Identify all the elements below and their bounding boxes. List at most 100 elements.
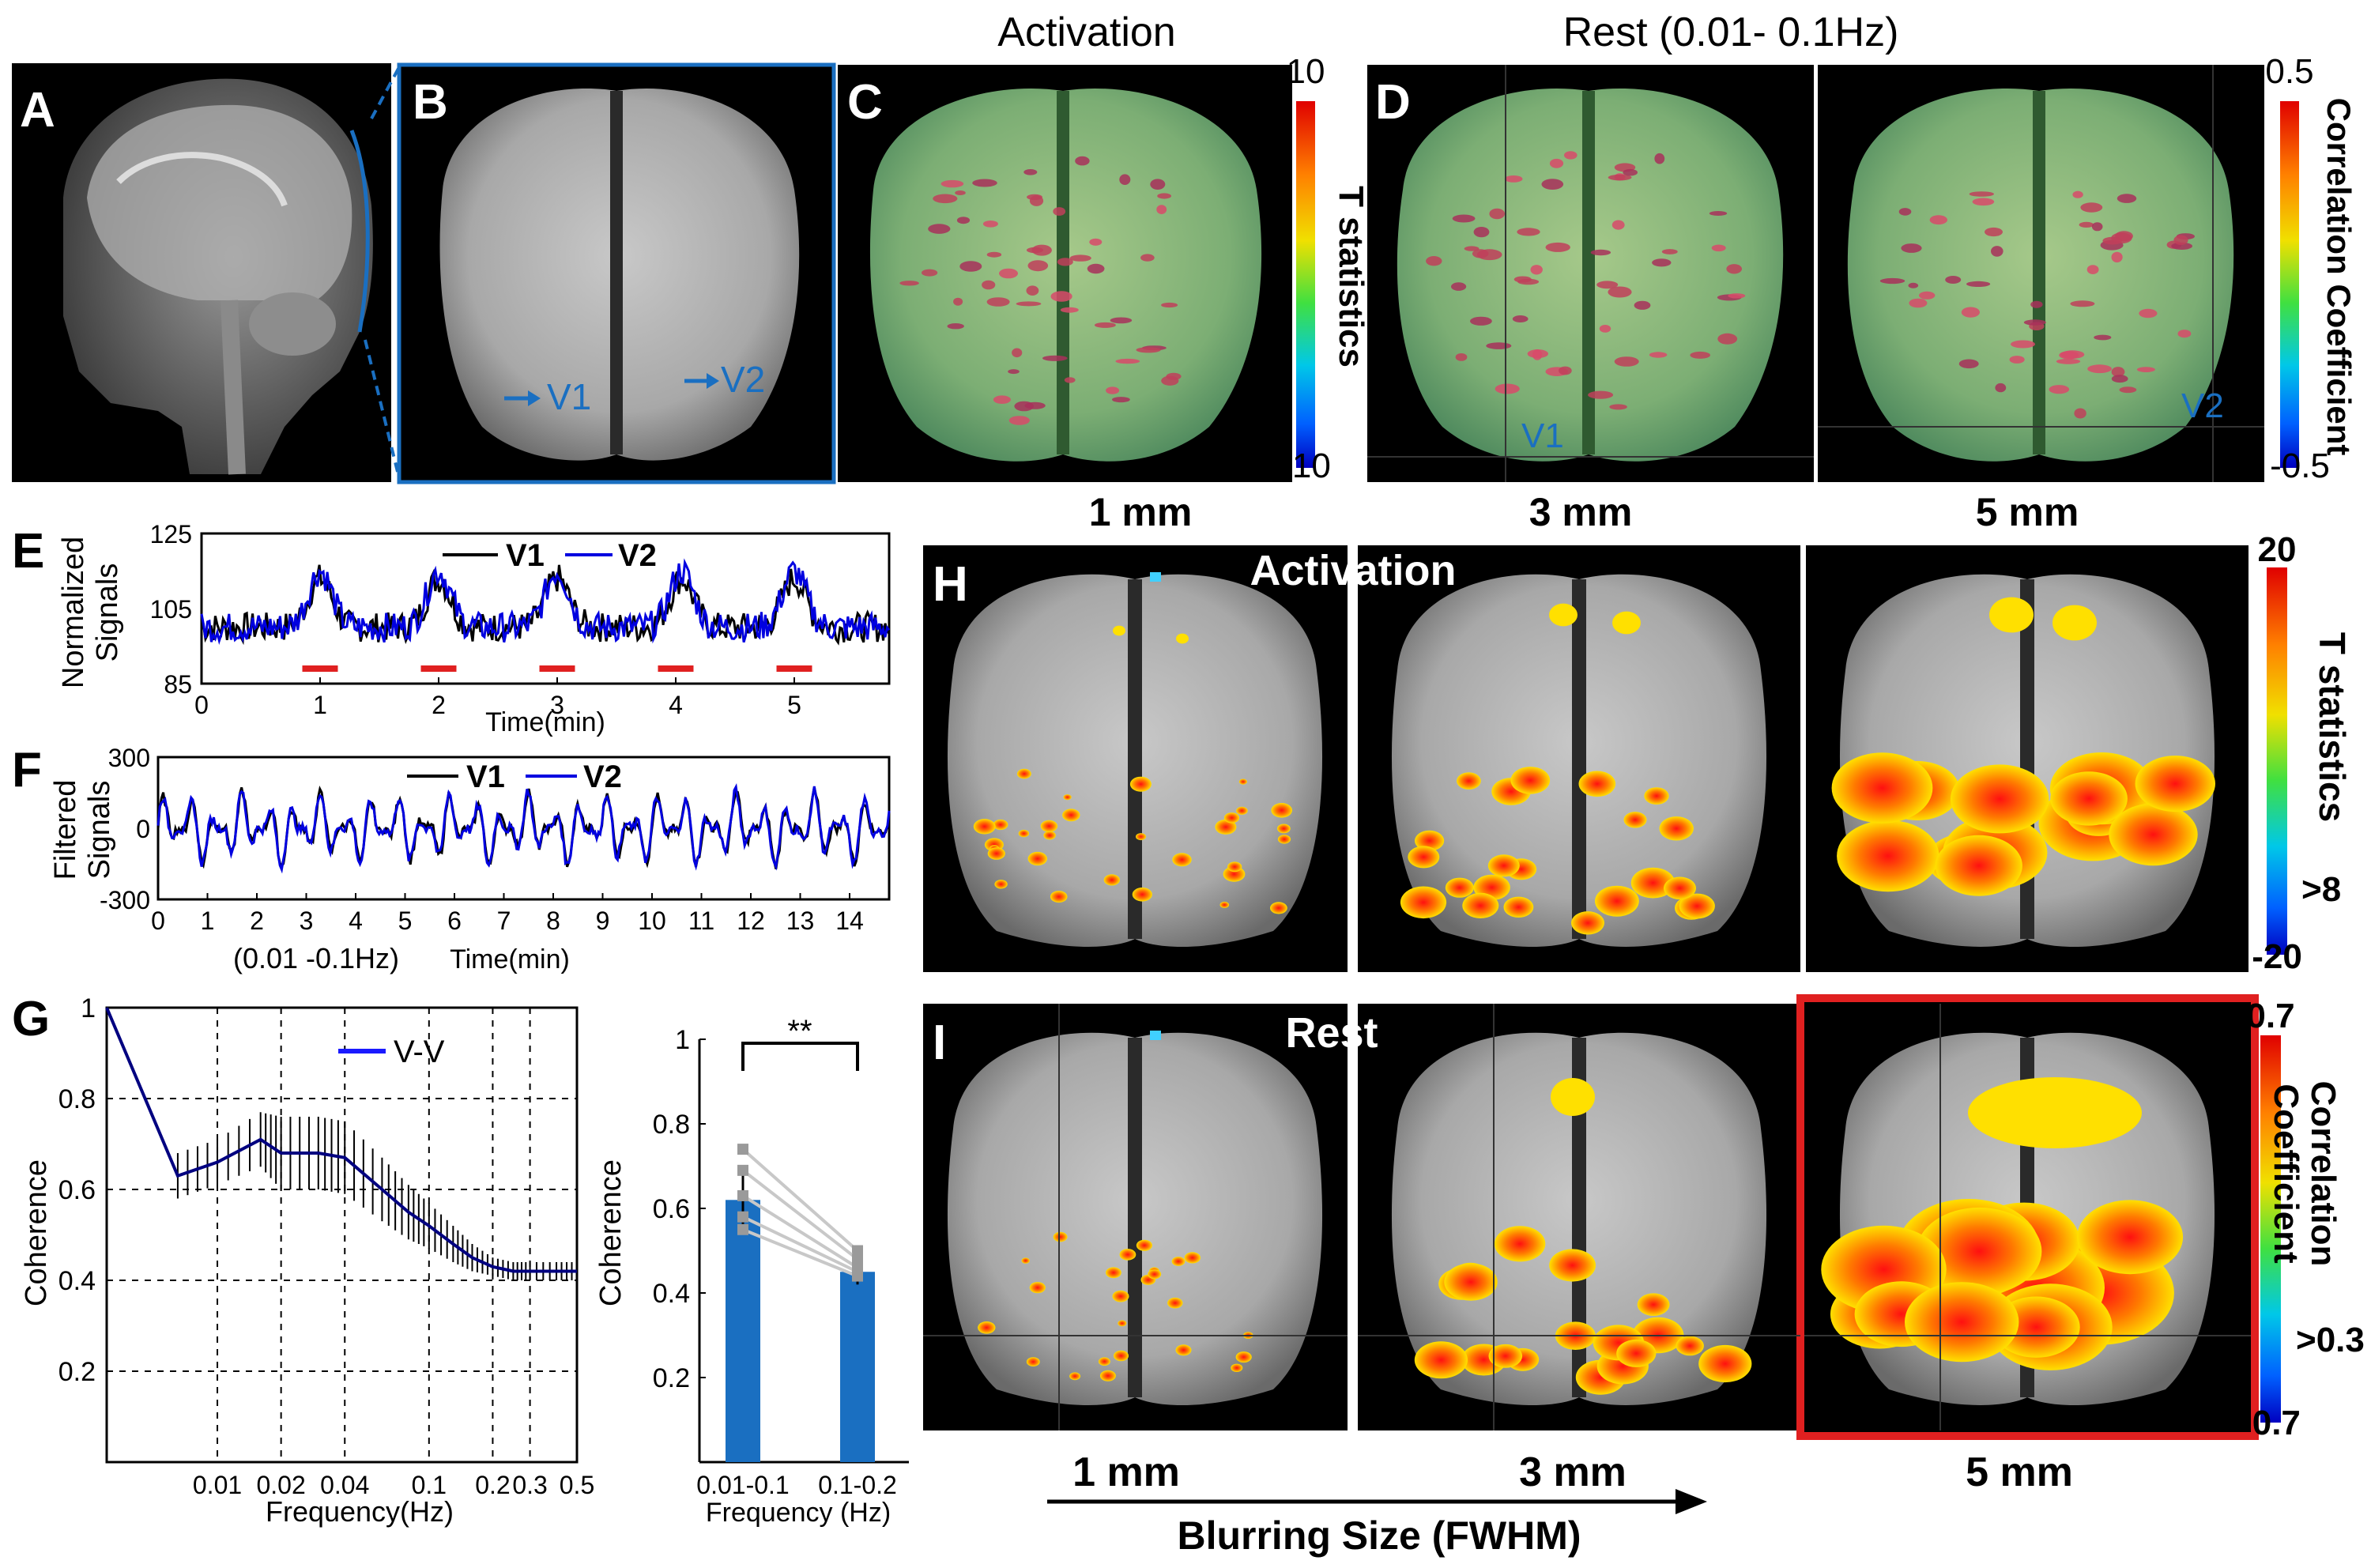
correlation-blob [1616, 1339, 1657, 1367]
plot-f-ytick-label: 0 [136, 815, 150, 843]
legend-e-v2-label: V2 [618, 538, 657, 573]
colorbar-h-min: -20 [2252, 937, 2302, 976]
activation-spot [1161, 302, 1178, 308]
plot-g-right-subject-point [737, 1211, 748, 1223]
panel-letter-g: G [12, 992, 50, 1046]
plot-f-xtick-label: 10 [638, 906, 666, 935]
correlation-blob [1235, 1351, 1252, 1363]
cerebrum-shape [87, 104, 352, 300]
correlation-spot [1455, 353, 1468, 361]
plot-f-xtick-label: 12 [737, 906, 765, 935]
correlation-spot [2030, 300, 2043, 308]
panel-d: V1 V2 D [1367, 65, 2264, 482]
activation-spot [1008, 416, 1030, 425]
activation-blob [1129, 776, 1152, 792]
correlation-spot [2091, 222, 2103, 232]
correlation-spot [2136, 367, 2155, 372]
activation-spot [1060, 307, 1079, 313]
activation-spot [1157, 193, 1171, 199]
plot-g-right-subject-line [741, 1148, 859, 1252]
activation-blob [1018, 829, 1030, 838]
plot-e-xtick-label: 0 [194, 691, 209, 719]
plot-e-ticks: 0 1 2 3 4 5 85 105 125 [150, 520, 801, 719]
colorbar-h-mid: >8 [2301, 870, 2341, 909]
correlation-blob [1676, 1336, 1704, 1356]
plot-e-ytick-label: 125 [150, 520, 192, 548]
correlation-spot [1504, 175, 1523, 183]
plot-g-right-subject-line [742, 1227, 858, 1278]
correlation-blob [1148, 1269, 1162, 1280]
activation-spot [959, 261, 982, 272]
correlation-spot [1470, 316, 1492, 326]
negative-spot [1150, 1031, 1161, 1040]
activation-spot [1156, 205, 1167, 214]
v2-label-d: V2 [2181, 386, 2224, 425]
correlation-blob [1167, 1297, 1183, 1309]
activation-blob [1227, 861, 1242, 873]
correlation-blob [1171, 1257, 1186, 1266]
colorbar-h-max: 20 [2258, 530, 2297, 569]
correlation-spot [1972, 198, 1995, 206]
activation-blob [1462, 892, 1499, 918]
colorbar-i-max: 0.7 [2246, 997, 2294, 1035]
correlation-blob [1119, 1249, 1136, 1261]
correlation-spot [2023, 319, 2046, 326]
plot-g-right-bar [840, 1272, 875, 1462]
size-label-top-5mm: 5 mm [1976, 490, 2079, 534]
plot-f-xtick-label: 8 [546, 906, 560, 935]
correlation-spot [2173, 235, 2188, 245]
legend-e-v1-label: V1 [506, 538, 545, 573]
activation-spot [993, 395, 1011, 405]
activation-spot [986, 297, 1010, 307]
activation-spot [1042, 355, 1068, 361]
correlation-blob [1414, 1341, 1468, 1379]
correlation-spot [1623, 168, 1638, 176]
panel-letter-i: I [933, 1016, 946, 1070]
plot-g-left-ytick-label: 0.2 [58, 1357, 96, 1387]
correlation-spot [1513, 276, 1532, 283]
zoom-line-bottom [364, 339, 401, 479]
activation-spot [1115, 358, 1140, 364]
correlation-spot [1426, 256, 1442, 266]
correlation-spot [1898, 208, 1912, 216]
correlation-spot [2009, 356, 2025, 364]
correlation-spot [2079, 221, 2094, 228]
activation-blob [1270, 902, 1287, 914]
plot-g-right-subject-point [852, 1245, 863, 1257]
correlation-blob [1488, 1344, 1523, 1368]
correlation-spot [2070, 300, 2095, 307]
correlation-spot [1728, 293, 1746, 299]
slice-marker [349, 130, 370, 333]
panel-a: A [12, 63, 391, 482]
activation-blob [1679, 893, 1715, 919]
correlation-blob [1069, 1372, 1081, 1381]
activation-blob [1630, 867, 1676, 899]
correlation-spot [1588, 390, 1614, 399]
activation-blob [1277, 824, 1291, 834]
plot-e-ylabel-2: Signals [91, 564, 124, 662]
correlation-spot [1991, 246, 2003, 257]
panel-i: I Rest [923, 994, 2259, 1440]
plot-e-xtick-label: 3 [550, 691, 564, 719]
correlation-spot [2177, 330, 2192, 338]
plot-g-right-category-label: 0.1-0.2 [818, 1471, 897, 1499]
plot-f-xtick-label: 14 [835, 906, 864, 935]
plot-g-right-ylabel: Coherence [594, 1159, 628, 1306]
v1-arrowhead [528, 390, 541, 406]
correlation-spot [1609, 404, 1627, 410]
plot-f-xtick-label: 13 [786, 906, 815, 935]
activation-spot [899, 281, 919, 286]
correlation-spot [1919, 291, 1936, 300]
correlation-blob [1118, 1320, 1127, 1327]
activation-blob [1050, 891, 1068, 903]
correlation-spot [2171, 242, 2193, 250]
plot-g-right-subject-point [737, 1144, 748, 1155]
activation-blob-top [1989, 597, 2034, 633]
plot-g-left-xtick-label: 0.04 [320, 1471, 369, 1499]
activation-spot [1150, 179, 1166, 190]
legend-f-v2-label: V2 [583, 760, 622, 794]
correlation-blobs-i [978, 1031, 2184, 1395]
correlation-spot [1711, 244, 1726, 252]
plot-f-ytick-label: 300 [108, 744, 150, 772]
